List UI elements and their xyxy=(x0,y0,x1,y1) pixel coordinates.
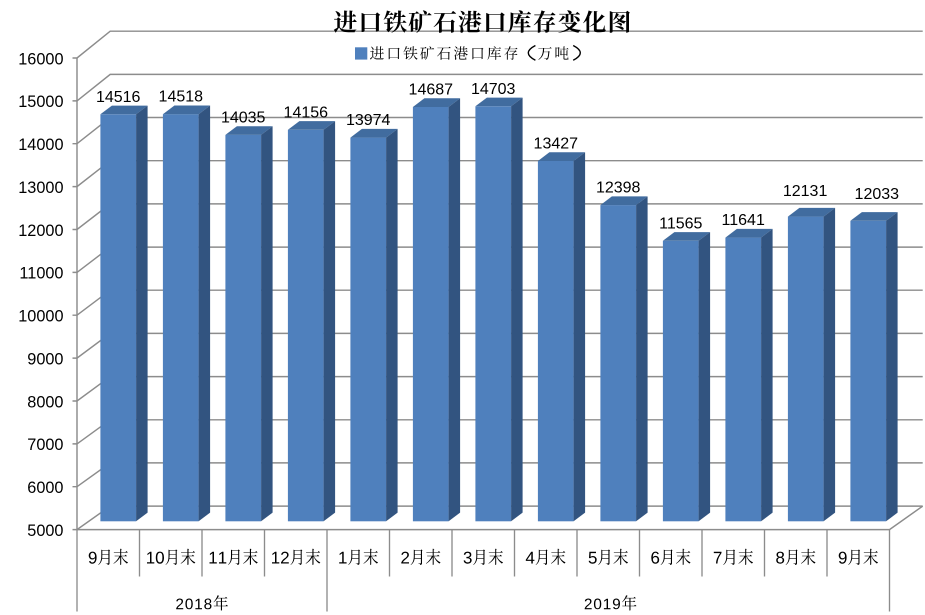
svg-text:6000: 6000 xyxy=(27,479,63,497)
svg-text:5000: 5000 xyxy=(27,522,63,540)
svg-text:12000: 12000 xyxy=(18,222,63,240)
svg-text:14516: 14516 xyxy=(96,89,141,106)
svg-text:11000: 11000 xyxy=(19,265,63,283)
svg-text:13974: 13974 xyxy=(346,112,391,129)
svg-text:10000: 10000 xyxy=(18,308,63,326)
svg-text:14687: 14687 xyxy=(409,82,454,99)
svg-text:14156: 14156 xyxy=(284,104,329,121)
svg-text:14703: 14703 xyxy=(471,81,516,98)
svg-text:11565: 11565 xyxy=(659,215,702,232)
svg-text:14000: 14000 xyxy=(18,136,63,154)
svg-text:12398: 12398 xyxy=(596,180,641,197)
svg-text:8000: 8000 xyxy=(27,393,63,411)
svg-text:12033: 12033 xyxy=(855,186,900,203)
svg-text:13427: 13427 xyxy=(534,136,579,153)
svg-text:11641: 11641 xyxy=(722,212,765,229)
svg-text:14518: 14518 xyxy=(159,89,204,106)
svg-text:12131: 12131 xyxy=(783,183,828,200)
svg-text:13000: 13000 xyxy=(18,179,63,197)
svg-text:7000: 7000 xyxy=(27,436,63,454)
svg-text:9000: 9000 xyxy=(27,350,63,368)
svg-text:16000: 16000 xyxy=(18,50,63,68)
svg-text:14035: 14035 xyxy=(221,109,266,126)
svg-text:15000: 15000 xyxy=(18,93,63,111)
